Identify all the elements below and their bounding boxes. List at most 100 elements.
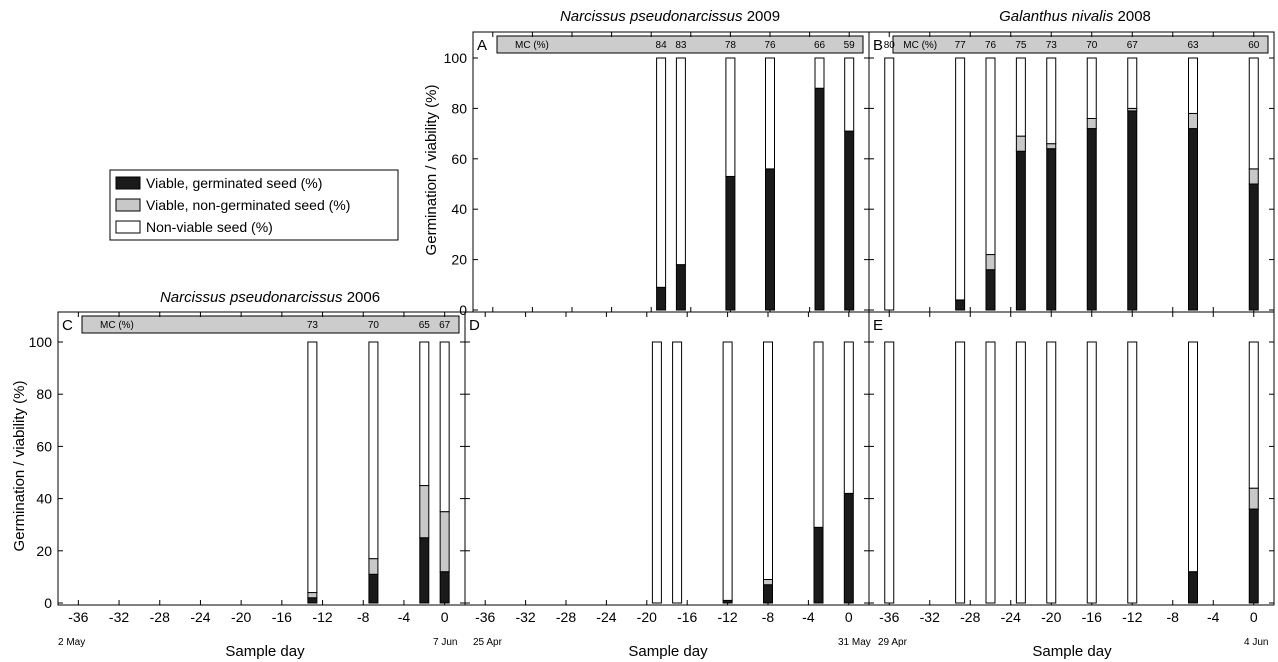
bar [1188, 57, 1198, 311]
date-e-end: 4 Jun [1244, 637, 1268, 648]
legend-swatch-germinated [115, 176, 141, 190]
mc-value: 67 [439, 320, 451, 331]
mc-value: 70 [1086, 40, 1098, 51]
mc-value: 73 [1046, 40, 1058, 51]
bar-segment-nongerminated [439, 511, 450, 573]
title-galanthus-2008: Galanthus nivalis 2008 [999, 8, 1151, 25]
bar-segment-nongerminated [763, 579, 773, 586]
x-tick-label: -12 [312, 609, 332, 625]
bar-segment-nongerminated [1086, 117, 1097, 130]
bar-segment-nongerminated [368, 558, 379, 575]
bar-segment-nonviable [1015, 57, 1026, 137]
bar-segment-germinated [419, 537, 430, 604]
bar-segment-germinated [985, 269, 996, 311]
panel-e: E -36 -32 -28 -24 -20 -16 -12 -8 -4 0 [868, 311, 1275, 625]
y-tick-label: 20 [451, 252, 467, 268]
mc-value: 65 [419, 320, 431, 331]
date-d-start: 25 Apr [473, 637, 503, 648]
panel-b: B MC (%) 80 77 76 75 73 70 67 63 60 [868, 31, 1275, 313]
bar [955, 341, 966, 604]
y-tick-label: 20 [36, 543, 52, 559]
x-tick-label: 0 [845, 609, 853, 625]
x-tick-label: 0 [1250, 609, 1258, 625]
xlabel-d: Sample day [628, 643, 708, 660]
bar [307, 341, 318, 604]
x-tick-label: -24 [596, 609, 616, 625]
y-tick-label: 60 [451, 151, 467, 167]
bar [884, 57, 895, 311]
bar [1015, 57, 1026, 311]
bar-segment-nonviable [813, 341, 824, 528]
y-tick-label: 80 [36, 386, 52, 402]
mc-value: 77 [955, 40, 967, 51]
bar [675, 57, 686, 311]
bar-segment-nonviable [985, 341, 996, 604]
bar-segment-nonviable [884, 57, 895, 311]
bar-segment-germinated [1188, 571, 1198, 604]
ylabel-top: Germination / viability (%) [423, 85, 440, 256]
plot-area: A MC (%) 84 83 78 76 66 59 0 20 40 60 80 100 B MC (%) 80… [29, 31, 1275, 625]
mc-value: 83 [675, 40, 687, 51]
bar-segment-nonviable [955, 341, 966, 604]
bar-segment-germinated [813, 526, 824, 604]
xlabel-e: Sample day [1032, 643, 1112, 660]
bar [1248, 57, 1259, 311]
panel-d: D -36 -32 -28 -24 -20 -16 -12 -8 -4 0 [464, 311, 870, 625]
x-tick-label: -32 [920, 609, 940, 625]
y-tick-label: 40 [36, 491, 52, 507]
mc-value: 63 [1187, 40, 1199, 51]
legend-swatch-nonviable [115, 220, 141, 234]
bar-segment-nonviable [368, 341, 379, 560]
bar-segment-germinated [1248, 508, 1259, 604]
bar [672, 341, 683, 604]
x-tick-label: -32 [109, 609, 129, 625]
legend-frame [109, 169, 399, 241]
ylabel-bottom: Germination / viability (%) [11, 381, 28, 552]
x-tick-label: -8 [357, 609, 370, 625]
x-tick-label: -12 [1122, 609, 1142, 625]
bar-segment-nonviable [1188, 57, 1198, 114]
bar [1127, 57, 1138, 311]
x-tick-label: -28 [960, 609, 980, 625]
bar [844, 57, 855, 311]
bar-segment-germinated [844, 130, 855, 311]
y-tick-label: 0 [459, 302, 467, 318]
bar [985, 57, 996, 311]
bar [651, 341, 662, 604]
x-tick-label: -16 [1082, 609, 1102, 625]
bar [955, 57, 966, 311]
x-tick-label: -8 [1167, 609, 1180, 625]
date-e-start: 29 Apr [878, 637, 908, 648]
mc-label: MC (%) [100, 320, 134, 331]
bar-segment-nonviable [843, 341, 854, 494]
bar-segment-germinated [1127, 110, 1138, 311]
mc-value: 78 [725, 40, 737, 51]
legend-swatch-nongerminated [115, 198, 141, 212]
bar-segment-nonviable [307, 341, 318, 594]
bar-segment-germinated [814, 87, 825, 311]
mc-box [892, 35, 1269, 54]
bar-segment-germinated [763, 584, 773, 604]
bar-segment-nonviable [1127, 57, 1138, 109]
x-tick-label: -12 [717, 609, 737, 625]
mc-box [81, 315, 460, 334]
bar [722, 341, 733, 604]
title-narcissus-2009: Narcissus pseudonarcissus 2009 [560, 8, 780, 25]
bar [1046, 341, 1057, 604]
bar-segment-nonviable [651, 341, 662, 604]
bar-segment-nonviable [656, 57, 667, 288]
bar [813, 341, 824, 604]
bar-segment-nonviable [814, 57, 825, 89]
bar-segment-nonviable [1015, 341, 1026, 604]
panel-letter: D [469, 317, 480, 334]
bar [725, 57, 736, 311]
bar-segment-nonviable [763, 341, 773, 581]
bar-segment-nonviable [722, 341, 733, 601]
panel-letter: B [873, 37, 883, 54]
panel-frame [57, 311, 466, 606]
mc-value: 73 [307, 320, 319, 331]
bar [1188, 341, 1198, 604]
x-tick-label: -36 [68, 609, 88, 625]
mc-value: 80 [884, 40, 896, 51]
